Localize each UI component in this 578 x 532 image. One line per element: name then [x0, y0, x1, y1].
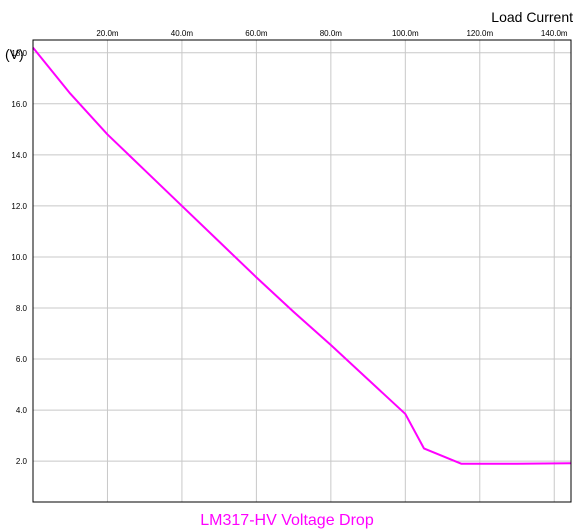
y-tick-label: 2.0	[16, 457, 28, 466]
x-tick-label: 100.0m	[392, 29, 419, 38]
legend-entry: LM317-HV Voltage Drop	[200, 512, 374, 529]
y-tick-label: 18.0	[11, 49, 27, 58]
plot-background	[33, 40, 571, 502]
y-tick-label: 16.0	[11, 100, 27, 109]
series-line-0	[32, 47, 572, 465]
y-tick-label: 10.0	[11, 253, 27, 262]
series-lines	[32, 47, 572, 465]
x-tick-label: 120.0m	[466, 29, 493, 38]
y-tick-labels: 2.0 4.0 6.0 8.0 10.0 12.0 14.0 16.0 18.0	[11, 49, 27, 466]
x-tick-label: 140.0m	[541, 29, 568, 38]
x-tick-labels: 20.0m 40.0m 60.0m 80.0m 100.0m 120.0m 140.0m	[96, 29, 568, 38]
y-tick-label: 14.0	[11, 151, 27, 160]
y-axis-label: (V)	[5, 46, 24, 62]
x-tick-label: 40.0m	[171, 29, 194, 38]
y-tick-label: 4.0	[16, 406, 28, 415]
y-tick-label: 12.0	[11, 202, 27, 211]
plot-frame	[32, 39, 572, 503]
x-axis-label: Load Current	[491, 9, 573, 25]
y-gridlines	[33, 52, 571, 462]
x-tick-label: 80.0m	[320, 29, 343, 38]
y-tick-label: 6.0	[16, 355, 28, 364]
x-gridlines	[106, 40, 555, 502]
x-tick-label: 20.0m	[96, 29, 119, 38]
y-tick-label: 8.0	[16, 304, 28, 313]
x-tick-label: 60.0m	[245, 29, 268, 38]
